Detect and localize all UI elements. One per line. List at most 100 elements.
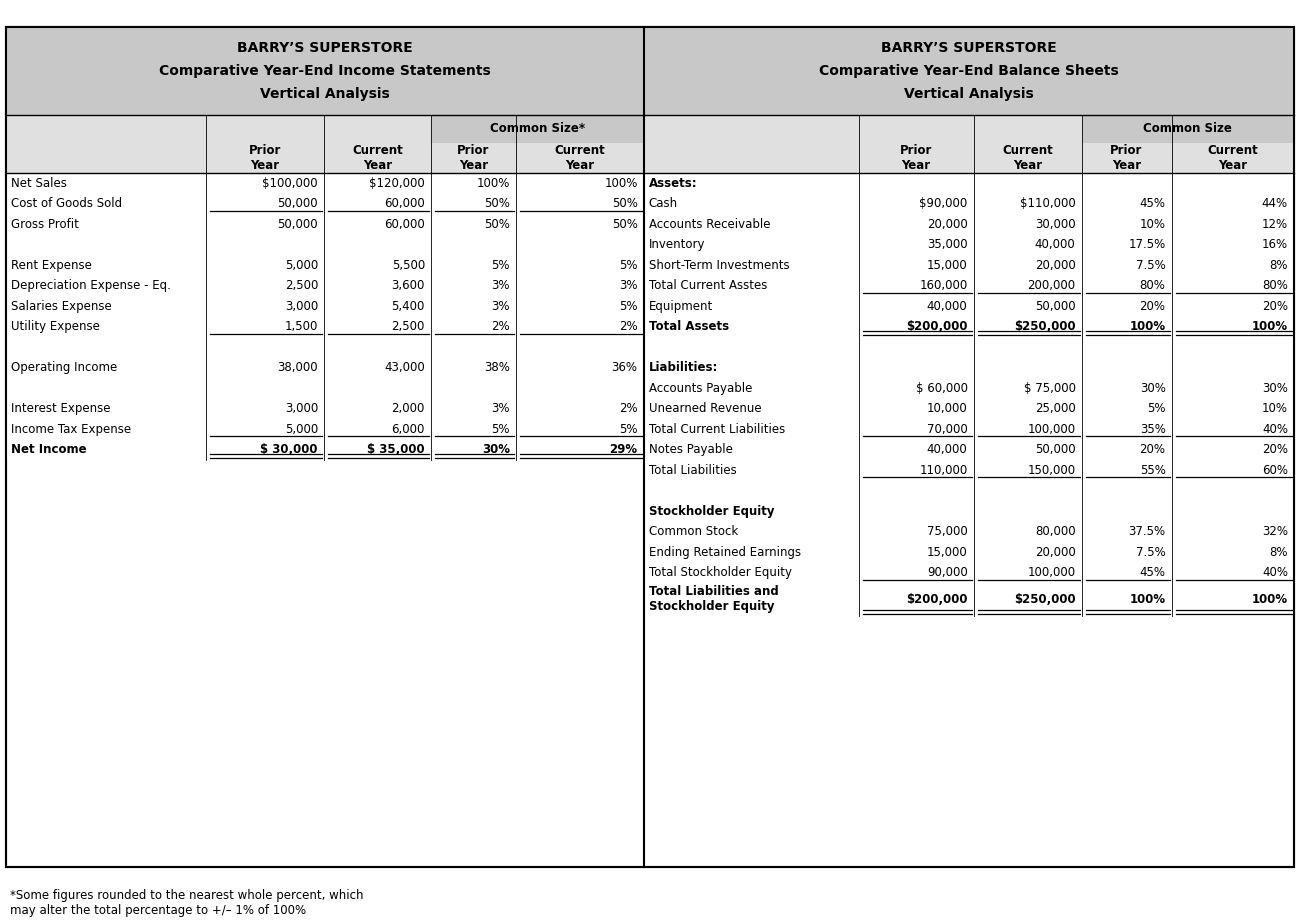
Bar	[644, 276, 1294, 296]
Text: 100%: 100%	[604, 177, 637, 190]
Text: Salaries Expense: Salaries Expense	[10, 300, 112, 313]
Text: Total Liabilities and
Stockholder Equity: Total Liabilities and Stockholder Equity	[649, 585, 779, 613]
Text: 150,000: 150,000	[1027, 464, 1075, 477]
Text: 5,000: 5,000	[285, 423, 318, 436]
Bar	[6, 398, 644, 419]
Text: 29%: 29%	[610, 443, 637, 456]
Text: Total Assets: Total Assets	[649, 320, 729, 333]
Text: $250,000: $250,000	[1014, 593, 1075, 606]
Text: 1,500: 1,500	[285, 320, 318, 333]
Text: Current
Year: Current Year	[352, 144, 403, 171]
Bar	[644, 173, 1294, 194]
Text: Liabilities:: Liabilities:	[649, 361, 718, 374]
Text: 100%: 100%	[1252, 593, 1288, 606]
Text: 75,000: 75,000	[927, 526, 967, 538]
Text: 5%: 5%	[619, 259, 637, 272]
Bar	[644, 255, 1294, 276]
Text: 7.5%: 7.5%	[1136, 259, 1166, 272]
Bar	[644, 562, 1294, 583]
Text: 50,000: 50,000	[277, 197, 318, 210]
Text: 30%: 30%	[482, 443, 510, 456]
Text: 38%: 38%	[484, 361, 510, 374]
Text: 45%: 45%	[1140, 566, 1166, 579]
Text: Unearned Revenue: Unearned Revenue	[649, 402, 762, 415]
Bar	[6, 214, 644, 234]
Bar	[6, 115, 644, 173]
Text: 55%: 55%	[1140, 464, 1166, 477]
Text: 40,000: 40,000	[1035, 238, 1075, 252]
Text: 10%: 10%	[1262, 402, 1288, 415]
Bar	[644, 27, 1294, 115]
Bar	[644, 115, 1294, 173]
Text: 60%: 60%	[1262, 464, 1288, 477]
Text: 5%: 5%	[491, 423, 510, 436]
Text: Cash: Cash	[649, 197, 677, 210]
Text: Assets:: Assets:	[649, 177, 697, 190]
Text: Accounts Receivable: Accounts Receivable	[649, 218, 770, 230]
Text: $110,000: $110,000	[1019, 197, 1075, 210]
Text: 3,000: 3,000	[285, 300, 318, 313]
Bar	[6, 27, 644, 115]
Text: 35,000: 35,000	[927, 238, 967, 252]
Text: 40%: 40%	[1262, 566, 1288, 579]
Text: Comparative Year-End Income Statements: Comparative Year-End Income Statements	[159, 64, 490, 78]
Text: Vertical Analysis: Vertical Analysis	[903, 87, 1034, 100]
Bar	[6, 276, 644, 296]
Text: 37.5%: 37.5%	[1128, 526, 1166, 538]
Text: Utility Expense: Utility Expense	[10, 320, 100, 333]
Text: 50,000: 50,000	[277, 218, 318, 230]
Text: Total Current Liabilities: Total Current Liabilities	[649, 423, 785, 436]
Bar	[6, 316, 644, 337]
Text: 5%: 5%	[1147, 402, 1166, 415]
Text: Operating Income: Operating Income	[10, 361, 117, 374]
Bar	[644, 194, 1294, 214]
Text: $ 30,000: $ 30,000	[260, 443, 318, 456]
Text: 15,000: 15,000	[927, 259, 967, 272]
Bar	[6, 234, 644, 255]
Text: Interest Expense: Interest Expense	[10, 402, 111, 415]
Text: 110,000: 110,000	[919, 464, 967, 477]
Text: Stockholder Equity: Stockholder Equity	[649, 504, 774, 518]
Text: Accounts Payable: Accounts Payable	[649, 382, 751, 395]
Text: 90,000: 90,000	[927, 566, 967, 579]
Text: Ending Retained Earnings: Ending Retained Earnings	[649, 546, 801, 559]
Bar	[644, 542, 1294, 562]
Text: 50,000: 50,000	[1035, 443, 1075, 456]
Text: 40,000: 40,000	[927, 300, 967, 313]
Text: Comparative Year-End Balance Sheets: Comparative Year-End Balance Sheets	[819, 64, 1119, 78]
Bar	[644, 337, 1294, 358]
Text: 3%: 3%	[619, 279, 637, 292]
Text: 80,000: 80,000	[1035, 526, 1075, 538]
Text: 40%: 40%	[1262, 423, 1288, 436]
Text: Inventory: Inventory	[649, 238, 705, 252]
Bar	[644, 358, 1294, 378]
Text: 6,000: 6,000	[391, 423, 425, 436]
Text: 100%: 100%	[1252, 320, 1288, 333]
Text: Current
Year: Current Year	[1208, 144, 1258, 171]
Text: 3,600: 3,600	[391, 279, 425, 292]
Text: 43,000: 43,000	[385, 361, 425, 374]
Text: 50%: 50%	[612, 218, 637, 230]
Bar	[644, 440, 1294, 460]
Text: 12%: 12%	[1262, 218, 1288, 230]
Text: Net Income: Net Income	[10, 443, 87, 456]
Text: 100%: 100%	[1130, 320, 1166, 333]
Text: 50%: 50%	[484, 197, 510, 210]
Bar	[6, 194, 644, 214]
Bar	[1082, 115, 1294, 143]
Text: 2,500: 2,500	[285, 279, 318, 292]
Bar	[6, 173, 644, 194]
Text: 8%: 8%	[1270, 546, 1288, 559]
Bar	[6, 255, 644, 276]
Bar	[644, 583, 1294, 616]
Text: Current
Year: Current Year	[1002, 144, 1053, 171]
Text: Cost of Goods Sold: Cost of Goods Sold	[10, 197, 122, 210]
Text: 20%: 20%	[1140, 300, 1166, 313]
Bar	[644, 378, 1294, 398]
Text: 80%: 80%	[1262, 279, 1288, 292]
Text: 20%: 20%	[1262, 300, 1288, 313]
Text: $120,000: $120,000	[369, 177, 425, 190]
Bar	[6, 419, 644, 440]
Text: 5,000: 5,000	[285, 259, 318, 272]
Text: $ 60,000: $ 60,000	[915, 382, 967, 395]
